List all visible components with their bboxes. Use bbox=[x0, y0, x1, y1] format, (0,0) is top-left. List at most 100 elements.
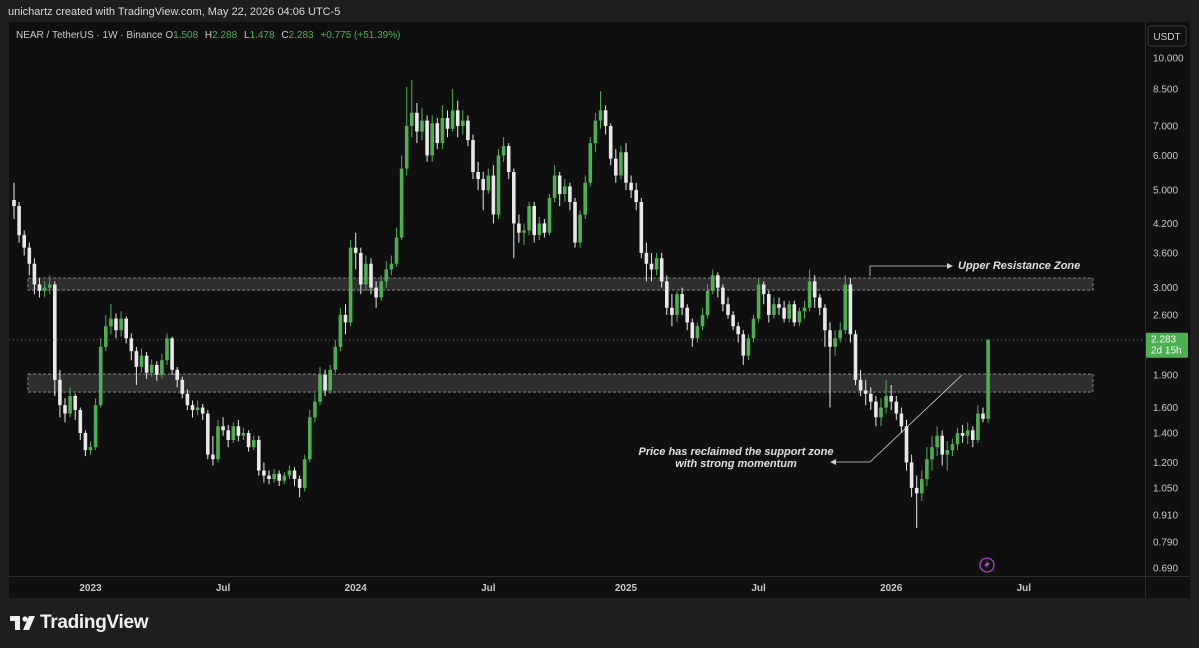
candle-body bbox=[134, 351, 139, 367]
candle-body bbox=[945, 450, 950, 455]
candle-body bbox=[950, 444, 955, 451]
candle-body bbox=[848, 284, 853, 335]
candle-body bbox=[374, 287, 378, 298]
y-tick-label: 8.500 bbox=[1153, 84, 1178, 95]
candle-body bbox=[858, 379, 863, 391]
candle-body bbox=[818, 297, 822, 308]
candle-body bbox=[68, 395, 72, 414]
candle-body bbox=[874, 401, 878, 418]
y-tick-label: 3.000 bbox=[1153, 283, 1178, 294]
candle-body bbox=[206, 413, 210, 455]
candle-body bbox=[455, 110, 460, 127]
candle-body bbox=[843, 284, 848, 331]
candle-body bbox=[170, 338, 174, 370]
event-icon[interactable] bbox=[979, 557, 995, 573]
candle-body bbox=[430, 123, 434, 156]
y-tick-label: 6.000 bbox=[1153, 151, 1178, 162]
candle-body bbox=[486, 175, 491, 191]
candle-body bbox=[32, 263, 37, 285]
candle-body bbox=[608, 126, 613, 159]
candle-body bbox=[680, 294, 684, 308]
candle-body bbox=[63, 405, 67, 414]
candle-body bbox=[710, 275, 715, 291]
brand: TradingView bbox=[40, 612, 149, 633]
candle-body bbox=[659, 258, 664, 282]
price-tag-label: 2.283 bbox=[1151, 335, 1176, 346]
y-tick-label: 1.600 bbox=[1153, 403, 1178, 414]
candle-body bbox=[481, 179, 485, 191]
candle-body bbox=[216, 426, 220, 460]
ohlc-key: C bbox=[281, 30, 289, 41]
candle-body bbox=[155, 364, 159, 375]
x-tick-label: 2025 bbox=[615, 583, 638, 594]
candle-body bbox=[675, 294, 679, 315]
candle-body bbox=[88, 447, 93, 451]
candle-body bbox=[302, 459, 307, 488]
candle-body bbox=[782, 307, 786, 319]
candle-body bbox=[139, 355, 144, 367]
candle-body bbox=[313, 401, 317, 418]
candle-body bbox=[277, 473, 281, 481]
candle-body bbox=[343, 314, 348, 323]
candle-body bbox=[767, 294, 771, 315]
candle-body bbox=[440, 118, 445, 144]
candle-body bbox=[318, 374, 322, 402]
candle-body bbox=[83, 433, 88, 451]
candle-body bbox=[461, 120, 465, 127]
candle-body bbox=[965, 430, 970, 436]
x-tick-label: 2024 bbox=[345, 583, 368, 594]
arrow-head bbox=[830, 459, 836, 465]
candle-body bbox=[639, 201, 644, 253]
x-tick-label: 2023 bbox=[79, 583, 102, 594]
candle-body bbox=[914, 487, 919, 494]
x-tick-label: Jul bbox=[751, 583, 766, 594]
candle-body bbox=[98, 346, 103, 406]
candle-body bbox=[257, 439, 261, 471]
price-tag bbox=[1146, 332, 1188, 358]
candle-body bbox=[236, 426, 241, 436]
legend: NEAR / TetherUS · 1W · Binance O1.508 H2… bbox=[16, 30, 404, 41]
event-icon-bolt bbox=[984, 560, 990, 570]
candle-body bbox=[93, 405, 98, 448]
candle-body bbox=[364, 263, 368, 285]
candle-body bbox=[466, 120, 470, 141]
y-tick-label: 4.200 bbox=[1153, 219, 1178, 230]
attribution: unichartz created with TradingView.com, … bbox=[8, 6, 341, 18]
y-tick-label: 5.000 bbox=[1153, 186, 1178, 197]
candle-body bbox=[389, 263, 394, 270]
candle-body bbox=[920, 479, 924, 494]
candle-body bbox=[807, 281, 812, 308]
candle-body bbox=[114, 318, 118, 331]
candle-body bbox=[78, 409, 83, 434]
candle-body bbox=[552, 175, 557, 198]
candle-body bbox=[328, 369, 332, 391]
candle-body bbox=[863, 390, 868, 394]
candle-body bbox=[517, 223, 521, 233]
candle-body bbox=[348, 247, 353, 323]
candle-body bbox=[308, 417, 312, 460]
candle-body bbox=[955, 433, 960, 445]
candle-body bbox=[568, 186, 572, 202]
candle-body bbox=[338, 314, 343, 347]
candle-body bbox=[415, 112, 419, 132]
candle-body bbox=[812, 281, 817, 298]
candle-body bbox=[598, 110, 603, 121]
candle-body bbox=[761, 284, 766, 295]
candle-body bbox=[272, 473, 276, 480]
currency-box[interactable] bbox=[1147, 25, 1187, 47]
candle-body bbox=[471, 140, 475, 173]
y-tick-label: 3.600 bbox=[1153, 248, 1178, 259]
candle-body bbox=[527, 206, 531, 231]
ohlc-value: 1.478 bbox=[249, 30, 275, 41]
candle-body bbox=[180, 379, 185, 394]
candle-body bbox=[603, 110, 608, 127]
candle-body bbox=[756, 284, 761, 319]
candle-body bbox=[450, 110, 455, 129]
x-tick-label: Jul bbox=[1017, 583, 1032, 594]
candle-body bbox=[359, 252, 363, 285]
y-tick-label: 7.000 bbox=[1153, 122, 1178, 133]
candle-body bbox=[379, 281, 383, 298]
candle-body bbox=[58, 379, 62, 406]
candle-body bbox=[27, 247, 32, 264]
candle-body bbox=[700, 314, 705, 327]
